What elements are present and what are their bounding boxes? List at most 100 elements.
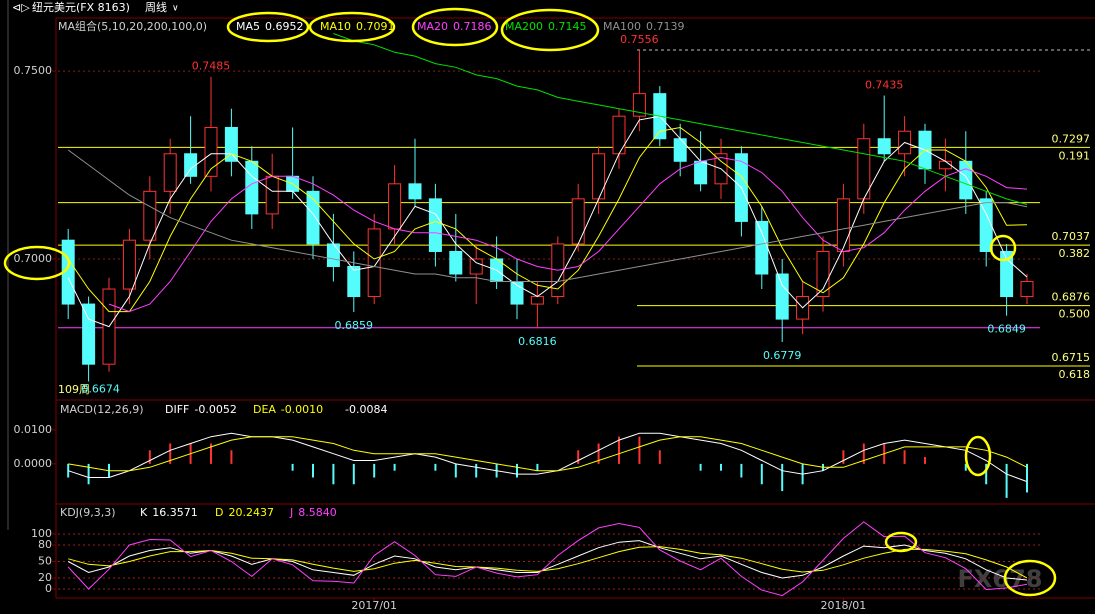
legend-entry: DIFF -0.0052 — [165, 403, 237, 416]
legend-entry: D 20.2437 — [215, 506, 274, 519]
legend-name: K — [140, 506, 148, 519]
candle-body — [367, 228, 381, 298]
price-extreme: 0.7556 — [620, 33, 659, 46]
legend-entry: MA5 0.6952 — [236, 20, 304, 33]
period-dropdown[interactable]: ∨ — [172, 4, 179, 14]
legend-name: MA20 — [417, 20, 448, 33]
ellipse — [884, 531, 918, 553]
ellipse — [3, 245, 71, 281]
candle-body — [388, 183, 402, 230]
candle-body — [571, 198, 585, 245]
price-extreme: 0.6859 — [335, 319, 374, 332]
y-tick-label: 0 — [45, 582, 52, 595]
candle-body — [755, 220, 769, 275]
fib-price: 0.7037 — [1052, 230, 1091, 243]
candle-body — [530, 296, 544, 305]
fib-ratio: 0.618 — [1059, 368, 1091, 381]
ellipse — [1003, 559, 1057, 597]
legend-value: -0.0052 — [194, 403, 236, 416]
candle-body — [82, 303, 96, 365]
candle-body — [877, 138, 891, 155]
series-line — [68, 546, 1028, 579]
price-extreme: 0.7435 — [865, 79, 904, 92]
candle-body — [469, 258, 483, 275]
y-tick-label: 80 — [38, 538, 52, 551]
candle-body — [408, 183, 422, 200]
main-title: MA组合(5,10,20,200,100,0) — [58, 19, 207, 33]
legend-value: 0.7091 — [356, 20, 395, 33]
candle-body — [857, 138, 871, 200]
price-extreme: 0.6849 — [987, 323, 1026, 336]
series-line — [68, 436, 1028, 472]
legend-name: J — [289, 506, 293, 519]
ellipse — [964, 435, 992, 477]
ellipse — [989, 234, 1017, 262]
x-tick-label: 2017/01 — [351, 599, 397, 612]
candle-body — [979, 198, 993, 252]
annotation-ellipses — [3, 7, 1057, 597]
fib-price: 0.6715 — [1052, 351, 1091, 364]
series-line — [68, 432, 1028, 483]
ellipse — [500, 8, 600, 52]
series-line — [67, 126, 1028, 313]
period[interactable]: 周线 — [145, 0, 167, 14]
candle-body — [122, 239, 136, 290]
candle-body — [694, 160, 708, 185]
legend-name: MA200 — [505, 20, 543, 33]
y-tick-label: 50 — [38, 555, 52, 568]
legend-name: D — [215, 506, 223, 519]
legend-value: -0.0084 — [345, 403, 387, 416]
fib-price: 0.7297 — [1052, 132, 1091, 145]
legend-value: 16.3571 — [152, 506, 198, 519]
candle-body — [592, 153, 606, 200]
candle-body — [428, 198, 442, 252]
kdj-title: KDJ(9,3,3) — [60, 506, 116, 519]
candle-body — [143, 190, 157, 241]
legend-value: 8.5840 — [298, 506, 337, 519]
price-extreme: 0.6816 — [518, 335, 557, 348]
y-tick-label: 100 — [31, 527, 52, 540]
period-label: 109周 — [58, 383, 90, 396]
ellipse — [308, 11, 396, 43]
y-tick-label: 0.0000 — [14, 457, 53, 470]
fib-ratio: 0.500 — [1059, 308, 1091, 321]
legend-name: DIFF — [165, 403, 189, 416]
candle-body — [1000, 250, 1014, 298]
candle-body — [1020, 281, 1034, 298]
price-extreme: 0.6674 — [81, 382, 120, 395]
legend-value: -0.0010 — [281, 403, 323, 416]
series-line — [108, 156, 1028, 313]
candle-body — [265, 175, 279, 215]
legend-value: 0.7139 — [646, 20, 685, 33]
legend-name: MA100 — [603, 20, 641, 33]
ellipse — [226, 11, 310, 43]
legend-value: 0.6952 — [265, 20, 304, 33]
legend-entry: J 8.5840 — [289, 506, 337, 519]
legend-value: 0.7186 — [453, 20, 492, 33]
legend-entry: MA20 0.7186 — [417, 20, 492, 33]
legend-entry: DEA -0.0010 — [253, 403, 323, 416]
series-line — [67, 540, 1028, 581]
price-extreme: 0.6779 — [763, 349, 802, 362]
candle-body — [449, 250, 463, 275]
candle-body — [204, 126, 218, 177]
price-extreme: 0.7485 — [192, 60, 231, 73]
candle-body — [775, 273, 789, 320]
nav-icon: ⊲▷ — [12, 1, 30, 14]
legend-entry: MA200 0.7145 — [505, 20, 587, 33]
y-tick-label: 20 — [38, 571, 52, 584]
y-tick-label: 0.0100 — [14, 423, 53, 436]
candle-body — [632, 93, 646, 117]
candle-body — [816, 250, 830, 298]
legend-entry: MA10 0.7091 — [320, 20, 395, 33]
legend-entry: MA100 0.7139 — [603, 20, 685, 33]
candle-body — [347, 265, 361, 298]
legend-name: DEA — [253, 403, 276, 416]
candle-body — [836, 198, 850, 252]
series-line — [67, 521, 1028, 597]
symbol: 纽元美元(FX 8163) — [32, 0, 130, 14]
candle-body — [612, 115, 626, 155]
x-tick-label: 2018/01 — [821, 599, 867, 612]
